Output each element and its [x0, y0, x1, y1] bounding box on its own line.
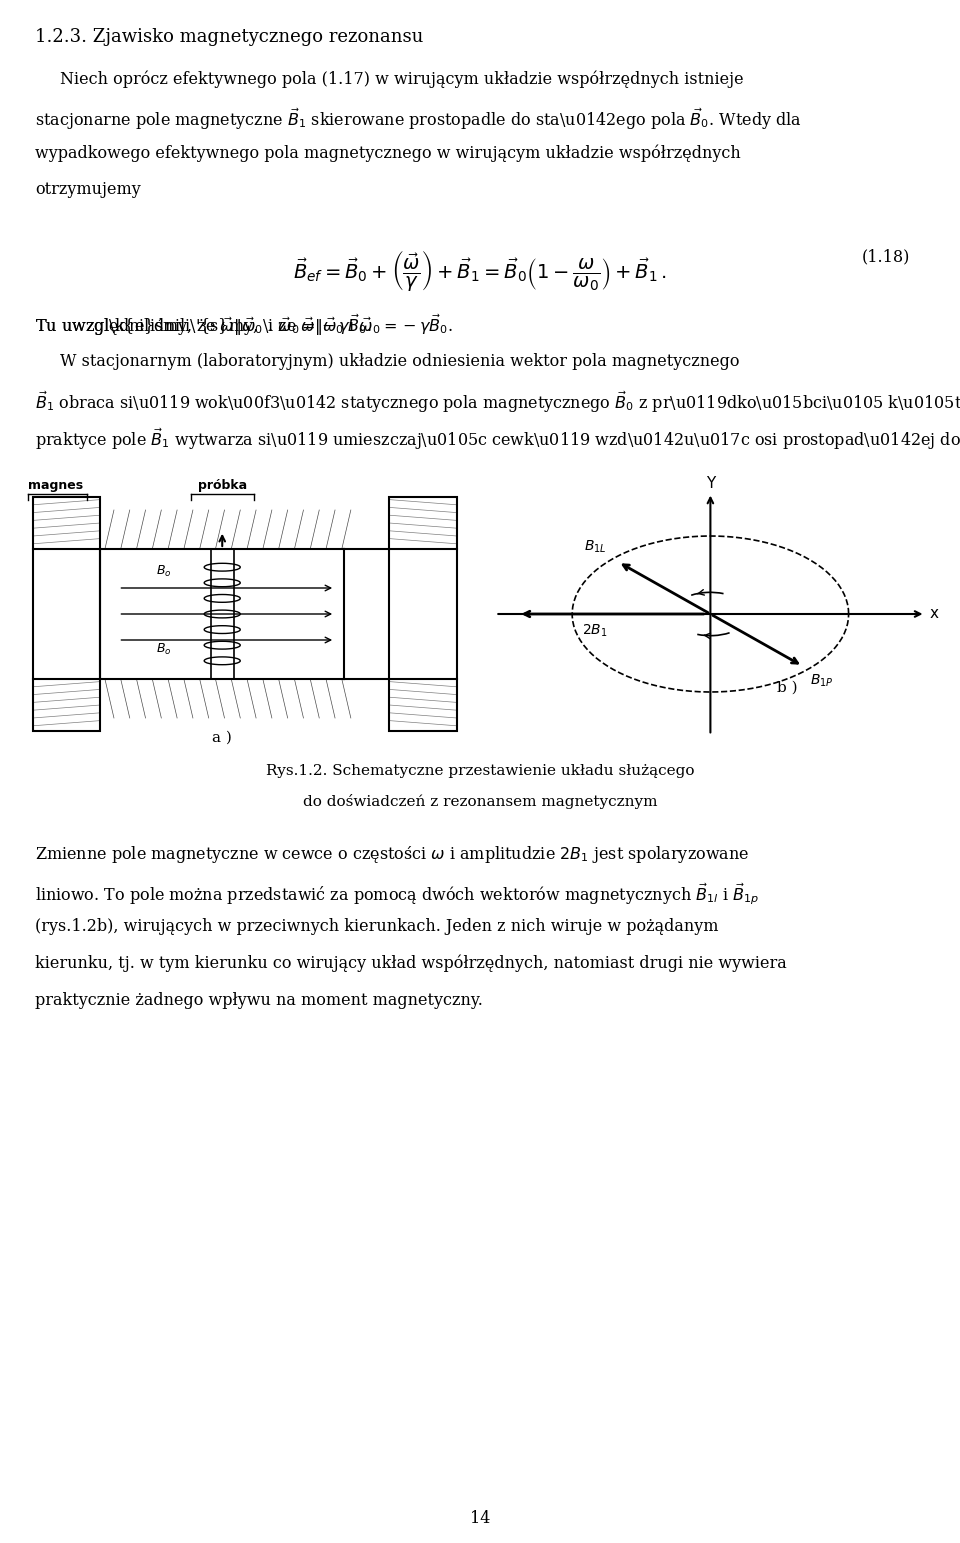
Text: liniowo. To pole można przedstawić za pomocą dwóch wektorów magnetycznych $\vec{: liniowo. To pole można przedstawić za po… — [35, 881, 759, 907]
Text: x: x — [929, 606, 938, 622]
Text: do doświadczeń z rezonansem magnetycznym: do doświadczeń z rezonansem magnetycznym — [302, 795, 658, 809]
Text: $2B_1$: $2B_1$ — [583, 623, 608, 639]
Text: Zmienne pole magnetyczne w cewce o częstości $\omega$ i amplitudzie $2B_1$ jest : Zmienne pole magnetyczne w cewce o częst… — [35, 844, 749, 866]
Text: praktycznie żadnego wpływu na moment magnetyczny.: praktycznie żadnego wpływu na moment mag… — [35, 992, 483, 1009]
Text: 1.2.3. Zjawisko magnetycznego rezonansu: 1.2.3. Zjawisko magnetycznego rezonansu — [35, 28, 423, 46]
Text: próbka: próbka — [198, 480, 247, 492]
Text: otrzymujemy: otrzymujemy — [35, 181, 141, 198]
Text: stacjonarne pole magnetyczne $\vec{B}_1$ skierowane prostopadle do sta\u0142ego : stacjonarne pole magnetyczne $\vec{B}_1$… — [35, 106, 802, 133]
Text: 14: 14 — [469, 1511, 491, 1528]
Text: (1.18): (1.18) — [862, 248, 910, 265]
Text: Rys.1.2. Schematyczne przestawienie układu służącego: Rys.1.2. Schematyczne przestawienie ukła… — [266, 764, 694, 778]
Text: kierunku, tj. w tym kierunku co wirujący układ współrzędnych, natomiast drugi ni: kierunku, tj. w tym kierunku co wirujący… — [35, 955, 787, 972]
Text: $B_{1L}$: $B_{1L}$ — [584, 539, 607, 555]
Text: Tu uwzględniliśmy, że $\vec{\omega} \| \vec{\omega}_0$ i $\vec{\omega}_0 = -\gam: Tu uwzględniliśmy, że $\vec{\omega} \| \… — [35, 313, 372, 338]
Text: W stacjonarnym (laboratoryjnym) układzie odniesienia wektor pola magnetycznego: W stacjonarnym (laboratoryjnym) układzie… — [60, 353, 739, 370]
Text: $\vec{B}_{ef} = \vec{B}_0 + \left(\dfrac{\vec{\omega}}{\gamma}\right) + \vec{B}_: $\vec{B}_{ef} = \vec{B}_0 + \left(\dfrac… — [293, 248, 667, 293]
Text: wypadkowego efektywnego pola magnetycznego w wirującym układzie współrzędnych: wypadkowego efektywnego pola magnetyczne… — [35, 143, 741, 162]
Text: a ): a ) — [212, 730, 232, 744]
Text: Niech oprócz efektywnego pola (1.17) w wirującym układzie współrzędnych istnieje: Niech oprócz efektywnego pola (1.17) w w… — [60, 69, 744, 88]
Text: magnes: magnes — [28, 480, 83, 492]
Text: Tu uwzgl\k{e}dnili\'{s}my, \. ze $\vec{\omega} \| \vec{\omega}_0$ i $\vec{\omega: Tu uwzgl\k{e}dnili\'{s}my, \. ze $\vec{\… — [35, 313, 453, 338]
Text: Y: Y — [706, 475, 715, 491]
Text: b ): b ) — [777, 680, 798, 694]
Text: $B_o$: $B_o$ — [156, 565, 171, 579]
Text: $B_{1P}$: $B_{1P}$ — [810, 673, 834, 690]
Text: (rys.1.2b), wirujących w przeciwnych kierunkach. Jeden z nich wiruje w pożądanym: (rys.1.2b), wirujących w przeciwnych kie… — [35, 918, 718, 935]
Text: $B_o$: $B_o$ — [156, 642, 171, 657]
Text: praktyce pole $\vec{B}_1$ wytwarza si\u0119 umieszczaj\u0105c cewk\u0119 wzd\u01: praktyce pole $\vec{B}_1$ wytwarza si\u0… — [35, 427, 960, 452]
Text: $\vec{B}_1$ obraca si\u0119 wok\u00f3\u0142 statycznego pola magnetycznego $\vec: $\vec{B}_1$ obraca si\u0119 wok\u00f3\u0… — [35, 390, 960, 415]
